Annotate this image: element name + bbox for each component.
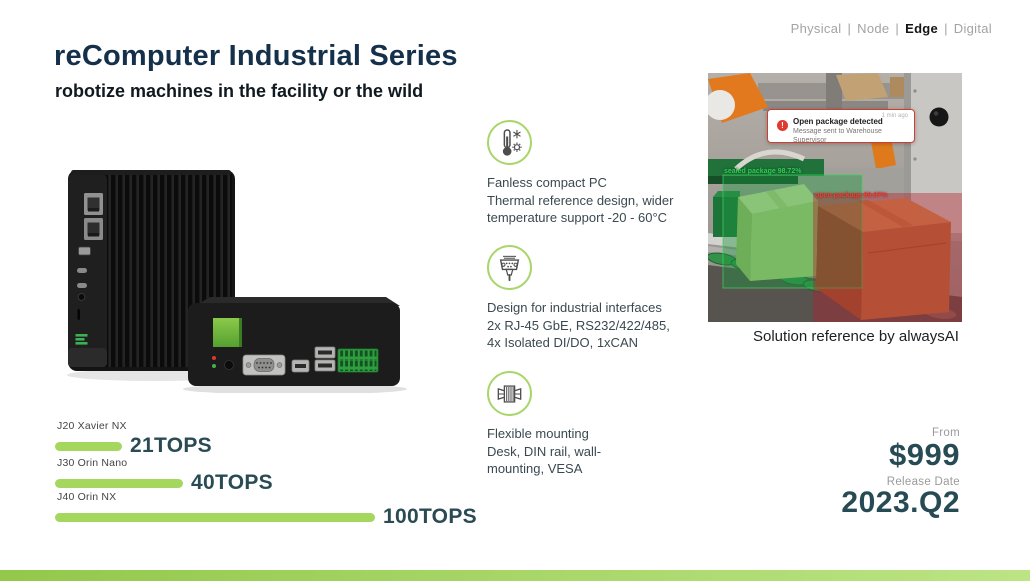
- page-subtitle: robotize machines in the facility or the…: [55, 81, 424, 101]
- product-image: [67, 170, 407, 393]
- alert-icon: !: [777, 120, 788, 131]
- rj45-port: [84, 193, 103, 215]
- tops-row-j20: J20 Xavier NX 21TOPS: [55, 420, 212, 457]
- feature-line: Thermal reference design, wider: [487, 192, 674, 208]
- feature-mounting: Flexible mounting Desk, DIN rail, wall- …: [487, 371, 702, 478]
- tops-label: J20 Xavier NX: [57, 420, 127, 432]
- page-title: reComputer Industrial Series: [54, 40, 458, 72]
- tops-label: J40 Orin NX: [57, 491, 117, 503]
- tops-value: 21TOPS: [130, 434, 212, 457]
- feature-line: Design for industrial interfaces: [487, 300, 662, 315]
- solution-photo: sealed package 98.72% open package 99.97…: [708, 73, 962, 322]
- warehouse-scene: [708, 73, 962, 322]
- usb-c-port: [77, 283, 87, 288]
- feature-line: Desk, DIN rail, wall-: [487, 443, 602, 459]
- machine-knob: [929, 107, 949, 127]
- tops-bar: [55, 512, 375, 522]
- feature-thermal: Fanless compact PC Thermal reference des…: [487, 120, 702, 227]
- detection-label-sealed: sealed package 98.72%: [724, 168, 802, 175]
- breadcrumb-separator: |: [847, 21, 852, 36]
- thermometer-frost-sun-icon: [487, 120, 532, 165]
- feature-line: temperature support -20 - 60°C: [487, 210, 668, 225]
- bottom-accent-bar: [0, 569, 1030, 581]
- feature-line: 2x RJ-45 GbE, RS232/422/485,: [487, 317, 670, 333]
- serial-connector-icon: [487, 245, 532, 290]
- usb-port: [291, 359, 310, 373]
- tops-row-j30: J30 Orin Nano 40TOPS: [55, 457, 273, 494]
- breadcrumb-item-edge[interactable]: Edge: [905, 21, 939, 36]
- sim-slot: [77, 309, 80, 320]
- breadcrumb-item-physical[interactable]: Physical: [790, 21, 842, 36]
- status-led-red: [212, 356, 216, 360]
- pricing-block: From $999 Release Date 2023.Q2: [841, 427, 960, 518]
- alert-card: 1 min ago ! Open package detected Messag…: [767, 109, 915, 144]
- tops-value: 100TOPS: [383, 505, 477, 528]
- detection-label-open: open package 99.97%: [815, 192, 888, 199]
- hdmi-port: [78, 246, 91, 256]
- image-caption: Solution reference by alwaysAI: [753, 328, 959, 345]
- vertical-pc: [68, 170, 235, 371]
- reset-button-detail: [224, 360, 234, 370]
- release-date-value: 2023.Q2: [841, 485, 960, 519]
- tops-bar: [55, 441, 122, 451]
- feature-line: Flexible mounting: [487, 426, 589, 441]
- power-button-detail: [77, 293, 86, 301]
- feature-line: 4x Isolated DI/DO, 1xCAN: [487, 335, 638, 350]
- feature-line: mounting, VESA: [487, 461, 583, 476]
- usb-port-stack: [314, 346, 336, 372]
- breadcrumb: Physical | Node | Edge | Digital: [788, 21, 995, 36]
- status-led-green: [212, 364, 216, 368]
- usb-c-port: [77, 268, 87, 273]
- breadcrumb-separator: |: [944, 21, 948, 36]
- din-rail-mount-icon: [487, 371, 532, 416]
- tops-label: J30 Orin Nano: [57, 457, 128, 469]
- feature-interfaces: Design for industrial interfaces 2x RJ-4…: [487, 245, 702, 352]
- terminal-block: [337, 348, 379, 373]
- tops-value: 40TOPS: [191, 471, 273, 494]
- rj45-port: [84, 218, 103, 240]
- brand-logo: [75, 334, 88, 345]
- tops-bar: [55, 478, 183, 488]
- breadcrumb-item-node[interactable]: Node: [857, 21, 890, 36]
- alert-timestamp: 1 min ago: [881, 113, 908, 119]
- alert-title: Open package detected: [793, 117, 883, 126]
- breadcrumb-item-digital[interactable]: Digital: [953, 21, 992, 36]
- feature-line: Fanless compact PC: [487, 175, 607, 190]
- detection-box-open: [813, 193, 962, 322]
- breadcrumb-separator: |: [895, 21, 900, 36]
- tops-row-j40: J40 Orin NX 100TOPS: [55, 491, 477, 528]
- db9-serial-port: [242, 354, 286, 376]
- price-value: $999: [889, 437, 960, 472]
- detection-box-sealed: [723, 175, 862, 288]
- logo-square: [213, 318, 242, 347]
- from-label: From: [931, 427, 960, 439]
- release-date-label: Release Date: [886, 475, 960, 488]
- horizontal-pc: [188, 297, 400, 386]
- alert-message: Message sent to Warehouse Supervisor: [793, 128, 882, 144]
